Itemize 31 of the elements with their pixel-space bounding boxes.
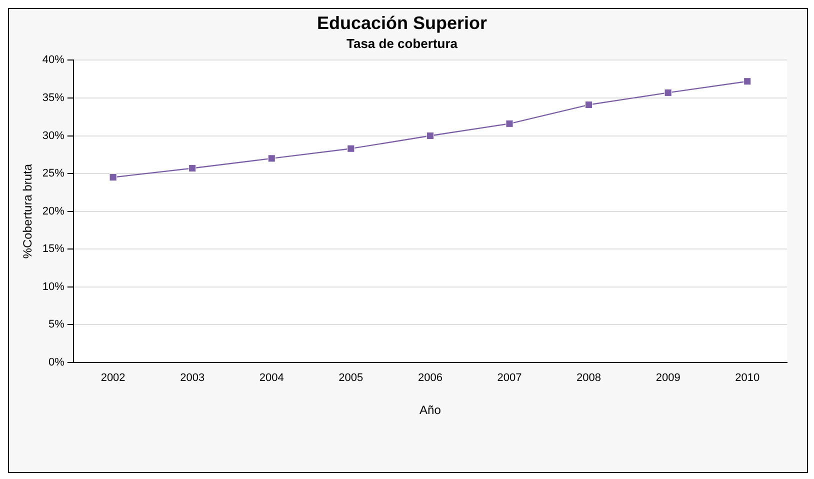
point: [347, 144, 355, 152]
x-tick-label: 2002: [100, 372, 126, 384]
y-axis-title: %Cobertura bruta: [20, 164, 35, 259]
x-axis-title: Año: [420, 403, 442, 418]
chart-title: Educación Superior: [316, 12, 488, 33]
y-tick-label: 10%: [42, 280, 65, 293]
point: [506, 120, 514, 128]
x-tick-label: 2004: [259, 372, 284, 384]
point: [426, 132, 434, 140]
x-tick-label: 2010: [735, 372, 760, 384]
y-tick-label: 30%: [42, 130, 65, 142]
point: [109, 174, 117, 182]
x-tick-label: 2006: [418, 372, 442, 384]
y-tick-label: 35%: [42, 92, 65, 104]
chart-subtitle: Tasa de cobertura: [346, 36, 458, 51]
x-tick-label: 2007: [497, 372, 522, 384]
y-tick-label: 25%: [42, 168, 65, 180]
point: [268, 154, 276, 162]
y-tick-label: 15%: [42, 243, 65, 256]
point: [744, 78, 752, 86]
y-tick-label: 40%: [42, 54, 65, 66]
point: [664, 88, 672, 96]
y-tick-label: 20%: [42, 205, 65, 218]
x-tick-label: 2008: [576, 372, 602, 384]
y-tick-label: 5%: [48, 318, 65, 331]
x-tick-label: 2003: [180, 372, 205, 384]
x-tick-label: 2005: [338, 372, 364, 384]
y-tick-label: 0%: [48, 356, 65, 368]
point: [188, 164, 196, 172]
x-tick-label: 2009: [656, 372, 680, 384]
point: [584, 100, 593, 109]
